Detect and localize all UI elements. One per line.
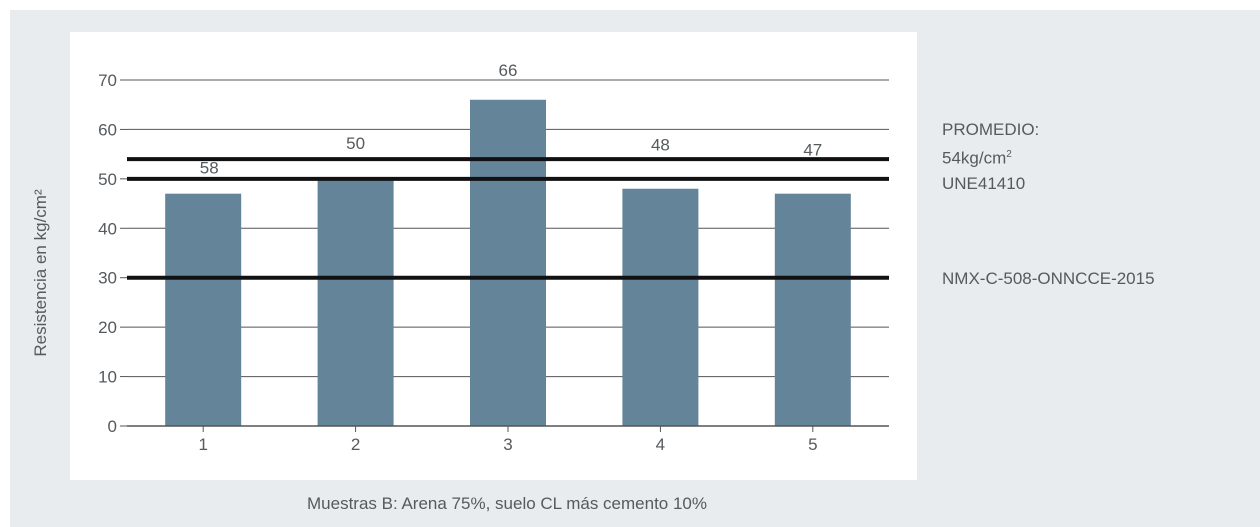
- x-tick-label-1: 1: [198, 435, 207, 454]
- y-tick-label-20: 20: [98, 318, 117, 337]
- bar-3: [470, 99, 546, 427]
- y-tick-label-60: 60: [98, 120, 117, 139]
- average-value: 54kg/cm2: [942, 148, 1012, 168]
- bar-5: [774, 193, 851, 426]
- x-tick-label-2: 2: [351, 435, 360, 454]
- y-axis-label: Resistencia en kg/cm²: [31, 189, 50, 357]
- data-label-5: 47: [803, 141, 822, 160]
- average-label: PROMEDIO:: [942, 120, 1040, 139]
- bar-2: [317, 178, 394, 426]
- data-label-2: 50: [346, 134, 365, 153]
- y-tick-label-70: 70: [98, 71, 117, 90]
- y-tick-label-10: 10: [98, 368, 117, 387]
- bar-4: [622, 188, 699, 426]
- y-tick-label-50: 50: [98, 170, 117, 189]
- bar-1: [165, 193, 242, 426]
- data-label-1: 58: [200, 159, 219, 178]
- average-note: PROMEDIO: 54kg/cm2 UNE41410: [942, 117, 1039, 196]
- x-tick-label-4: 4: [656, 435, 665, 454]
- standard-une-label: UNE41410: [942, 173, 1026, 193]
- data-label-3: 66: [499, 61, 518, 80]
- standard-nmx-label: NMX-C-508-ONNCCE-2015: [942, 269, 1155, 288]
- y-tick-label-30: 30: [98, 269, 117, 288]
- x-axis-caption: Muestras B: Arena 75%, suelo CL más ceme…: [306, 494, 708, 513]
- y-tick-label-40: 40: [98, 219, 117, 238]
- data-label-4: 48: [651, 136, 670, 155]
- x-tick-label-3: 3: [503, 435, 512, 454]
- y-tick-label-0: 0: [108, 417, 117, 436]
- x-tick-label-5: 5: [808, 435, 817, 454]
